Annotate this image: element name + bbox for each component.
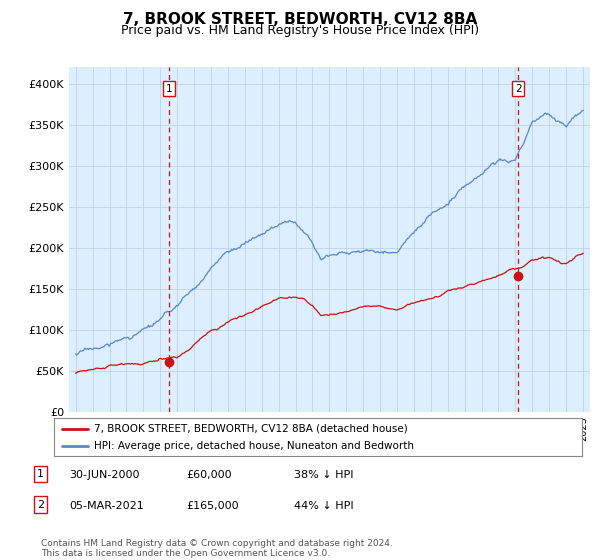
Text: 1: 1 [166, 83, 172, 94]
Text: 44% ↓ HPI: 44% ↓ HPI [294, 501, 353, 511]
Text: 7, BROOK STREET, BEDWORTH, CV12 8BA: 7, BROOK STREET, BEDWORTH, CV12 8BA [123, 12, 477, 27]
Text: 38% ↓ HPI: 38% ↓ HPI [294, 470, 353, 480]
Text: 7, BROOK STREET, BEDWORTH, CV12 8BA (detached house): 7, BROOK STREET, BEDWORTH, CV12 8BA (det… [94, 423, 407, 433]
Text: HPI: Average price, detached house, Nuneaton and Bedworth: HPI: Average price, detached house, Nune… [94, 441, 413, 451]
Text: This data is licensed under the Open Government Licence v3.0.: This data is licensed under the Open Gov… [41, 549, 330, 558]
Text: 05-MAR-2021: 05-MAR-2021 [69, 501, 144, 511]
Text: Contains HM Land Registry data © Crown copyright and database right 2024.: Contains HM Land Registry data © Crown c… [41, 539, 392, 548]
Text: Price paid vs. HM Land Registry's House Price Index (HPI): Price paid vs. HM Land Registry's House … [121, 24, 479, 36]
Text: 2: 2 [515, 83, 521, 94]
Text: £60,000: £60,000 [186, 470, 232, 480]
Text: £165,000: £165,000 [186, 501, 239, 511]
Text: 30-JUN-2000: 30-JUN-2000 [69, 470, 139, 480]
Text: 2: 2 [37, 500, 44, 510]
Text: 1: 1 [37, 469, 44, 479]
